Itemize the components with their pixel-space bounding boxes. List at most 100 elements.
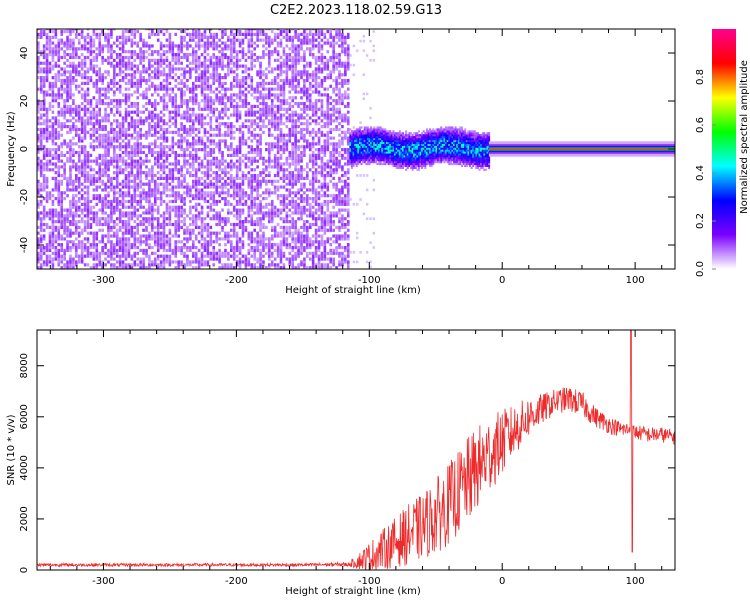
noise-cell: [162, 199, 166, 204]
noise-cell: [256, 96, 259, 100]
noise-cell: [159, 116, 163, 120]
noise-cell: [136, 119, 140, 123]
noise-cell: [98, 162, 102, 166]
noise-cell: [83, 70, 87, 74]
noise-cell: [253, 122, 256, 126]
noise-cell: [136, 84, 140, 88]
noise-cell: [98, 127, 102, 132]
noise-cell: [206, 93, 210, 97]
noise-cell: [235, 58, 239, 62]
noise-cell: [101, 211, 104, 215]
noise-cell: [37, 266, 40, 269]
noise-cell: [303, 53, 306, 57]
noise-cell: [104, 125, 107, 129]
noise-cell: [142, 67, 145, 71]
noise-cell: [86, 173, 90, 178]
noise-cell: [256, 133, 259, 137]
noise-cell: [153, 139, 157, 143]
noise-cell: [300, 136, 303, 140]
noise-cell: [139, 182, 142, 186]
noise-cell: [282, 148, 286, 152]
noise-cell: [45, 199, 49, 204]
noise-cell: [101, 133, 104, 137]
noise-cell: [235, 29, 239, 31]
noise-cell: [232, 70, 236, 74]
noise-cell: [151, 214, 154, 218]
noise-cell: [101, 266, 104, 269]
noise-cell: [224, 44, 227, 48]
noise-cell: [215, 171, 218, 175]
noise-cell: [127, 173, 131, 178]
noise-cell: [80, 35, 84, 39]
noise-cell: [191, 245, 195, 250]
noise-cell: [200, 32, 204, 37]
noise-cell: [72, 76, 75, 80]
noise-cell: [177, 171, 180, 175]
noise-cell: [37, 179, 40, 183]
noise-cell: [285, 168, 289, 172]
noise-cell: [42, 263, 46, 267]
noise-cell: [212, 78, 216, 83]
noise-cell: [145, 171, 148, 175]
noise-cell: [268, 70, 271, 74]
noise-cell: [72, 197, 75, 201]
noise-cell: [270, 133, 274, 137]
noise-cell: [45, 248, 49, 253]
noise-cell: [265, 266, 268, 269]
noise-cell: [265, 188, 268, 192]
noise-cell: [203, 254, 207, 258]
noise-cell: [77, 139, 81, 143]
noise-cell: [209, 107, 213, 111]
noise-cell: [142, 257, 145, 261]
noise-cell: [291, 96, 295, 100]
noise-cell: [191, 53, 195, 57]
noise-cell: [244, 220, 248, 224]
noise-cell: [259, 107, 262, 111]
noise-cell: [151, 116, 154, 120]
noise-cell: [72, 159, 75, 163]
noise-cell: [98, 113, 102, 117]
noise-cell: [139, 53, 142, 57]
noise-cell: [162, 188, 166, 192]
noise-cell: [288, 208, 292, 212]
noise-cell: [206, 136, 210, 140]
noise-cell: [156, 257, 160, 261]
noise-cell: [37, 231, 40, 235]
noise-cell: [276, 136, 280, 140]
noise-cell: [203, 50, 207, 54]
noise-cell: [145, 199, 148, 204]
noise-cell: [297, 101, 300, 106]
noise-cell: [121, 260, 125, 264]
noise-cell: [48, 104, 52, 109]
noise-cell: [203, 194, 207, 198]
noise-cell: [238, 150, 242, 155]
noise-cell: [183, 76, 186, 80]
noise-cell: [218, 139, 221, 143]
noise-cell: [45, 113, 49, 117]
noise-cell: [113, 205, 116, 209]
noise-cell: [107, 61, 110, 65]
noise-cell: [180, 101, 183, 106]
noise-cell: [115, 156, 119, 160]
noise-cell: [194, 55, 198, 60]
noise-cell: [57, 188, 61, 192]
noise-cell: [177, 263, 180, 267]
noise-cell: [148, 101, 151, 106]
noise-cell: [294, 58, 297, 62]
noise-cell: [113, 220, 116, 224]
noise-cell: [206, 205, 210, 209]
noise-cell: [227, 130, 230, 134]
noise-cell: [130, 78, 134, 83]
noise-cell: [177, 179, 180, 183]
noise-cell: [54, 61, 58, 65]
noise-cell: [121, 76, 125, 80]
noise-cell: [124, 254, 128, 258]
noise-cell: [232, 78, 236, 83]
noise-cell: [39, 211, 43, 215]
noise-cell: [174, 107, 178, 111]
noise-cell: [291, 41, 295, 45]
noise-cell: [54, 127, 58, 132]
noise-cell: [124, 93, 128, 97]
noise-cell: [227, 107, 230, 111]
noise-cell: [279, 38, 283, 42]
